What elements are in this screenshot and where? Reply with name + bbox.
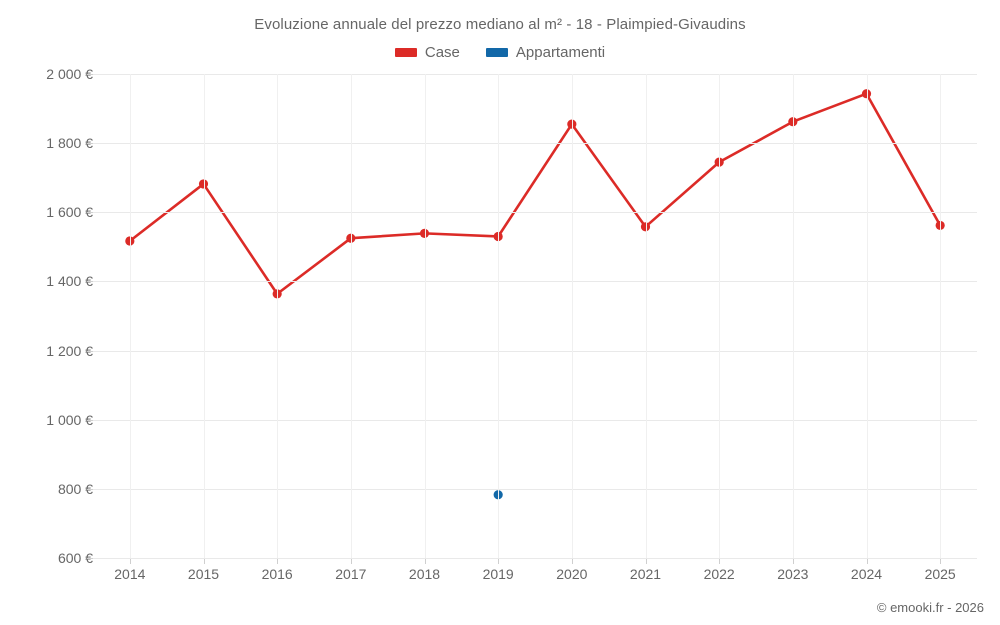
y-axis-tick-mark xyxy=(87,143,93,145)
x-axis-tick-label: 2024 xyxy=(850,566,883,582)
chart-title: Evoluzione annuale del prezzo mediano al… xyxy=(254,16,746,33)
x-axis-tick-mark xyxy=(424,558,426,564)
chart-legend: Case Appartamenti xyxy=(0,44,1000,61)
gridline-horizontal xyxy=(93,350,977,352)
gridline-vertical xyxy=(350,74,352,558)
legend-label-appartamenti: Appartamenti xyxy=(515,44,606,61)
x-axis-tick-label: 2023 xyxy=(777,566,809,582)
x-axis-tick-mark xyxy=(866,558,868,564)
x-axis-tick-label: 2016 xyxy=(261,566,293,582)
x-axis-tick-label: 2014 xyxy=(114,566,146,582)
x-axis-tick-mark xyxy=(350,558,352,564)
x-axis-tick-label: 2015 xyxy=(187,566,220,582)
gridline-horizontal xyxy=(93,488,977,490)
legend-swatch-case xyxy=(394,48,417,57)
gridline-horizontal xyxy=(93,74,977,75)
x-axis-tick-mark xyxy=(792,558,794,564)
y-axis-tick-label: 1 600 € xyxy=(46,204,93,221)
x-axis-tick-label: 2020 xyxy=(556,566,588,582)
series-layer xyxy=(125,89,945,500)
gridline-horizontal xyxy=(93,419,977,421)
series-line-case xyxy=(128,92,942,296)
legend-item-case[interactable]: Case xyxy=(394,44,460,61)
y-axis-tick-mark xyxy=(87,74,93,75)
plot-area xyxy=(93,74,977,559)
y-axis-tick-mark xyxy=(87,350,93,352)
y-axis-tick-label: 800 € xyxy=(57,480,93,497)
x-axis-tick-mark xyxy=(940,558,942,564)
gridline-vertical xyxy=(277,74,279,558)
y-axis-tick-label: 1 000 € xyxy=(46,411,93,428)
x-axis-tick-mark xyxy=(645,558,647,564)
y-axis-tick-label: 1 400 € xyxy=(46,273,93,290)
gridline-vertical xyxy=(719,74,721,558)
gridline-horizontal xyxy=(93,281,977,283)
legend-label-case: Case xyxy=(424,44,460,61)
y-axis-tick-label: 1 200 € xyxy=(46,342,93,359)
x-axis-tick-mark xyxy=(277,558,279,564)
gridline-horizontal xyxy=(93,212,977,214)
y-axis-tick-label: 2 000 € xyxy=(46,66,93,82)
x-axis-tick-mark xyxy=(129,558,131,564)
gridline-vertical xyxy=(645,74,647,558)
x-axis-tick-label: 2017 xyxy=(335,566,367,582)
x-axis-tick-label: 2021 xyxy=(629,566,662,582)
gridline-vertical xyxy=(129,74,131,558)
y-axis-tick-mark xyxy=(87,558,93,559)
x-axis-tick-label: 2018 xyxy=(408,566,441,582)
y-axis-tick-mark xyxy=(87,488,93,490)
y-axis-tick-label: 600 € xyxy=(57,550,93,566)
gridline-vertical xyxy=(498,74,500,558)
x-axis-tick-label: 2022 xyxy=(703,566,735,582)
gridline-vertical xyxy=(866,74,868,558)
y-axis-tick-mark xyxy=(87,212,93,214)
y-axis-tick-label: 1 800 € xyxy=(46,135,93,152)
gridline-horizontal xyxy=(93,558,977,559)
legend-item-appartamenti[interactable]: Appartamenti xyxy=(485,44,606,61)
gridline-vertical xyxy=(203,74,205,558)
gridline-horizontal xyxy=(93,143,977,145)
y-axis-tick-mark xyxy=(87,419,93,421)
credit-text: © emooki.fr - 2026 xyxy=(876,600,984,615)
legend-swatch-appartamenti xyxy=(485,48,508,57)
gridline-vertical xyxy=(940,74,942,558)
x-axis-tick-mark xyxy=(719,558,721,564)
x-axis-tick-label: 2019 xyxy=(482,566,514,582)
x-axis-tick-label: 2025 xyxy=(924,566,956,582)
gridline-vertical xyxy=(792,74,794,558)
y-axis-tick-mark xyxy=(87,281,93,283)
gridline-vertical xyxy=(424,74,426,558)
y-axis: 600 € 800 € 1 000 € 1 200 € 1 400 € 1 600 € 1 … xyxy=(0,0,93,625)
x-axis-tick-mark xyxy=(203,558,205,564)
x-axis-tick-mark xyxy=(498,558,500,564)
gridline-vertical xyxy=(571,74,573,558)
x-axis-tick-mark xyxy=(571,558,573,564)
